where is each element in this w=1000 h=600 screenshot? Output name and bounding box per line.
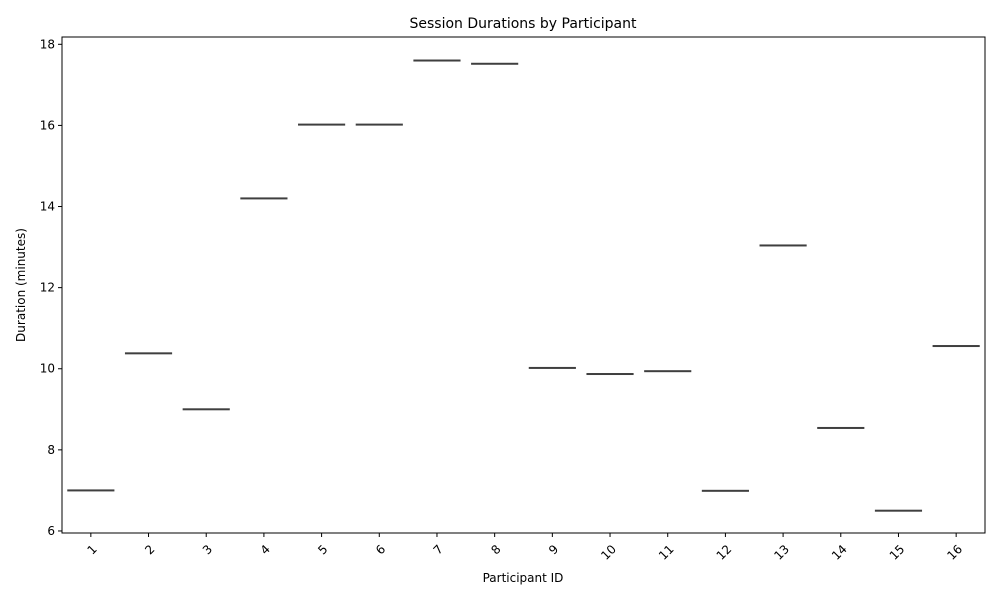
- box-participant-7: [413, 59, 461, 62]
- axes-frame: [61, 36, 986, 534]
- box-participant-9: [528, 366, 576, 369]
- box-participant-10: [586, 373, 634, 376]
- box-participant-8: [471, 62, 519, 65]
- box-participant-3: [182, 408, 230, 411]
- box-participant-1: [67, 489, 115, 492]
- x-axis-label: Participant ID: [483, 571, 564, 585]
- y-tick-label: 10: [40, 362, 55, 376]
- box-participant-15: [874, 509, 923, 512]
- y-tick-label: 16: [40, 118, 55, 132]
- box-participant-6: [355, 123, 403, 126]
- box-participant-13: [759, 244, 807, 247]
- box-participant-11: [644, 370, 692, 373]
- box-participant-14: [817, 426, 865, 429]
- y-tick-label: 12: [40, 281, 55, 295]
- y-tick-label: 14: [40, 200, 55, 214]
- y-tick-label: 18: [40, 37, 55, 51]
- y-tick-label: 8: [47, 443, 55, 457]
- y-tick-label: 6: [47, 524, 55, 538]
- box-participant-5: [298, 123, 346, 126]
- box-participant-16: [932, 345, 980, 348]
- box-participant-12: [701, 489, 749, 492]
- chart-title: Session Durations by Participant: [410, 16, 637, 32]
- y-axis-label: Duration (minutes): [14, 228, 28, 342]
- box-participant-4: [240, 197, 288, 200]
- box-participant-2: [124, 352, 173, 355]
